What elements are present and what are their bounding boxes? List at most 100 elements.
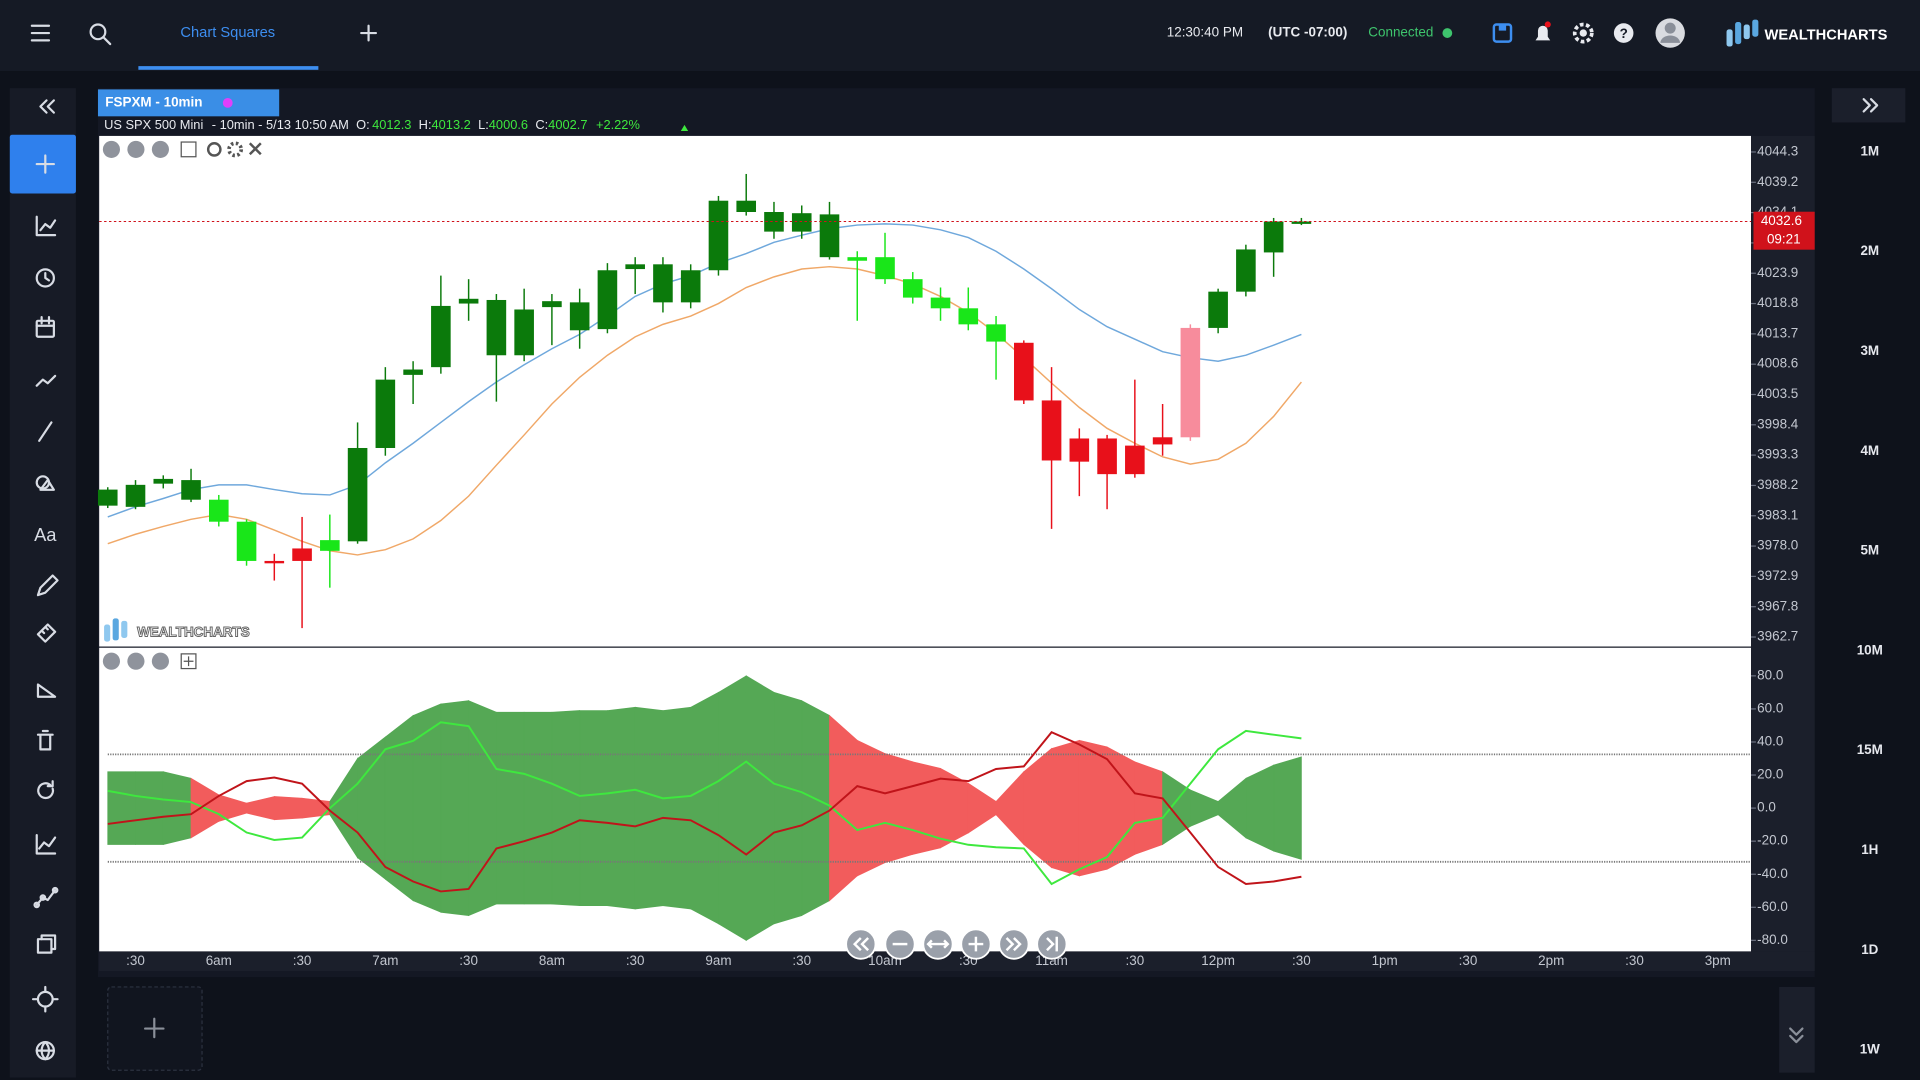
y-tick-label: 4023.9 xyxy=(1757,265,1798,280)
toolbar-icons[interactable]: Aa xyxy=(31,215,59,1061)
last-price-box xyxy=(1753,211,1815,250)
candle-body xyxy=(1014,342,1034,401)
change-arrow xyxy=(680,124,689,132)
candle-body xyxy=(1291,221,1312,224)
y-tick-label: 3993.3 xyxy=(1757,447,1798,462)
navigation-buttons[interactable] xyxy=(845,928,1068,960)
help-button[interactable]: ? xyxy=(1613,23,1634,43)
y-tick-label: 4013.7 xyxy=(1757,325,1798,340)
cloud-segment xyxy=(1245,764,1275,852)
x-tick-label: :30 xyxy=(1625,953,1644,968)
field-label: O: xyxy=(356,118,370,133)
timezone[interactable]: (UTC -07:00) xyxy=(1268,25,1347,40)
candle-body xyxy=(1236,249,1256,292)
cloud-segment xyxy=(357,736,386,880)
expand-panel-button[interactable] xyxy=(1779,986,1815,1073)
candle-body xyxy=(1152,437,1173,445)
pane-controls[interactable] xyxy=(102,140,262,670)
x-tick-label: :30 xyxy=(1125,953,1144,968)
price-pane xyxy=(99,135,1752,647)
cloud-segment xyxy=(745,675,775,941)
candle-body xyxy=(458,298,479,304)
cloud-segment xyxy=(1273,756,1302,860)
timeframe-button[interactable]: 1W xyxy=(1860,1042,1880,1057)
y-tick-label: 3983.1 xyxy=(1757,507,1798,522)
timeframe-button[interactable]: 5M xyxy=(1860,543,1879,558)
candle-body xyxy=(375,379,396,448)
y-tick-label: 3967.8 xyxy=(1757,598,1798,613)
candle-body xyxy=(1041,400,1062,461)
candle-body xyxy=(875,257,895,280)
price-layer xyxy=(97,173,1752,629)
brand-logo xyxy=(1726,19,1759,47)
y-tick-label: 60.0 xyxy=(1757,700,1783,715)
y-tick-label: 80.0 xyxy=(1757,667,1783,682)
y-tick-label: 4018.8 xyxy=(1757,295,1798,310)
timeframe-button[interactable]: 3M xyxy=(1860,343,1879,358)
chart-tab[interactable] xyxy=(97,89,280,117)
save-button[interactable] xyxy=(1492,23,1513,43)
timeframe-button[interactable]: 4M xyxy=(1860,443,1879,458)
search-button[interactable] xyxy=(89,23,112,46)
timeframe-button[interactable]: 15M xyxy=(1857,742,1883,757)
expand-icon xyxy=(1789,1027,1804,1044)
y-tick-label: 4039.2 xyxy=(1757,174,1798,189)
menu-button[interactable] xyxy=(30,24,51,42)
avatar-button[interactable] xyxy=(1655,18,1685,48)
timeframe-button[interactable]: 2M xyxy=(1860,243,1879,258)
y-tick-label: -20.0 xyxy=(1757,833,1788,848)
candle-body xyxy=(1125,445,1145,475)
timeframe-button[interactable]: 1D xyxy=(1861,942,1878,957)
cloud-segment xyxy=(1134,761,1163,855)
x-tick-label: 6am xyxy=(206,953,232,968)
y-tick-label: 0.0 xyxy=(1757,800,1776,815)
cloud-segment xyxy=(412,703,442,913)
oscillator-line xyxy=(107,721,1302,886)
watermark: WEALTHCHARTS xyxy=(137,625,250,640)
cloud-segment xyxy=(690,691,719,925)
cloud-segment xyxy=(773,691,803,925)
candle-body xyxy=(569,302,590,331)
candle-body xyxy=(708,200,729,271)
symbol-legend: US SPX 500 Mini - 10min - 5/13 10:50 AM … xyxy=(104,118,640,133)
y-tick-label: 3972.9 xyxy=(1757,568,1798,583)
oscillator-line xyxy=(107,731,1302,893)
timeframe-list: 1M 2M 3M 4M 5M 10M 15M 1H 1D 1W xyxy=(1857,143,1883,1056)
x-tick-label: 8am xyxy=(539,953,565,968)
field-value: 4000.6 xyxy=(489,118,528,133)
x-tick-label: :30 xyxy=(1292,953,1311,968)
x-tick-label: 3pm xyxy=(1705,953,1731,968)
timeframe-button[interactable]: 1H xyxy=(1861,842,1878,857)
x-tick-label: :30 xyxy=(459,953,478,968)
cloud-segment xyxy=(634,706,664,910)
candle-body xyxy=(264,560,285,564)
settings-button[interactable] xyxy=(1572,22,1594,44)
tab-label[interactable]: Chart Squares xyxy=(180,25,275,41)
y-tick-label: 40.0 xyxy=(1757,734,1783,749)
add-tab-button[interactable] xyxy=(360,24,378,42)
cloud-segment xyxy=(1078,739,1108,877)
cloud-segment xyxy=(884,753,914,864)
alerts-button[interactable] xyxy=(1535,21,1551,41)
candle-body xyxy=(736,200,757,213)
left-toolbar xyxy=(9,88,76,1078)
y-tick-label: -40.0 xyxy=(1757,866,1788,881)
clock: 12:30:40 PM xyxy=(1167,25,1243,40)
collapse-left-button[interactable] xyxy=(39,99,55,114)
symbol: US SPX 500 Mini xyxy=(104,118,203,133)
cloud-segment xyxy=(135,771,164,845)
cloud-segment xyxy=(856,739,886,877)
timeframe-button[interactable]: 10M xyxy=(1857,642,1883,657)
svg-text:Aa: Aa xyxy=(34,524,57,545)
candle-body xyxy=(902,279,923,298)
y-tick-label: 3988.2 xyxy=(1757,477,1798,492)
cloud-segment xyxy=(440,700,469,916)
x-tick-label: 1pm xyxy=(1372,953,1398,968)
cloud-segment xyxy=(301,797,331,819)
timeframe-button[interactable]: 1M xyxy=(1860,143,1879,158)
candle-body xyxy=(680,270,701,303)
x-tick-label: :30 xyxy=(126,953,145,968)
cloud-segment xyxy=(718,675,747,941)
candle-body xyxy=(431,305,451,368)
